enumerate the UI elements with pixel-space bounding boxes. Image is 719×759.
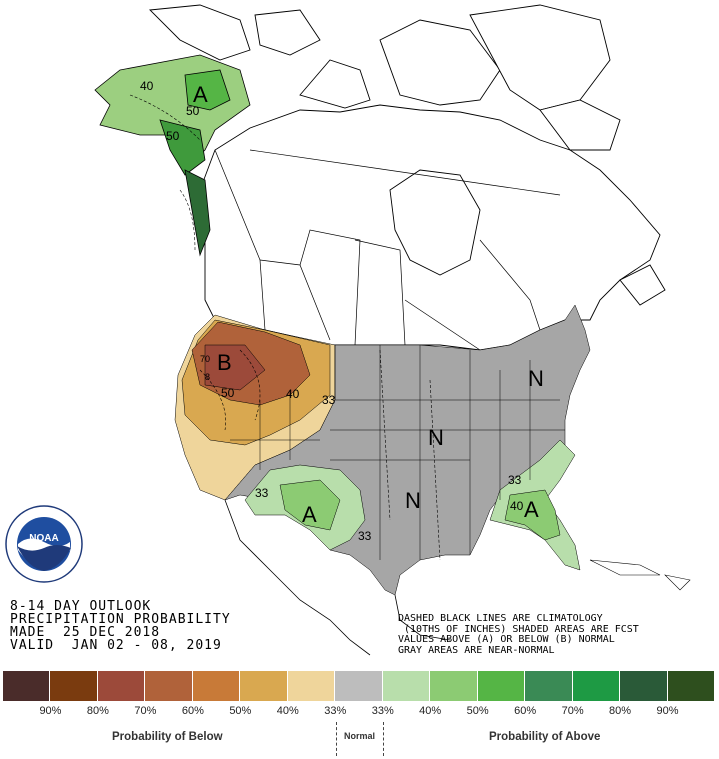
note-line-3: VALUES ABOVE (A) OR BELOW (B) NORMAL (398, 634, 615, 645)
legend-tick-5: 40% (276, 705, 299, 717)
label-alaska-A: A (193, 82, 208, 107)
legend-tick-3: 60% (181, 705, 204, 717)
legend-swatch-5 (240, 671, 288, 701)
title-line-4: VALID JAN 02 - 08, 2019 (10, 638, 222, 653)
noaa-logo: NOAA (5, 505, 83, 583)
legend-separator-right (383, 722, 384, 756)
legend-color-bar (3, 671, 716, 701)
legend-swatch-14 (667, 671, 716, 701)
legend-ticks: 90% 80% 70% 60% 50% 40% 33% 33% 40% 50% 60% 70% 80% 9… (3, 705, 715, 721)
legend-swatch-0 (3, 671, 51, 701)
title-line-1: 8-14 DAY OUTLOOK (10, 599, 152, 614)
label-ne-N: N (528, 366, 544, 391)
label-sw-33a: 33 (255, 486, 269, 500)
legend-swatch-9 (430, 671, 478, 701)
label-west-50: 50 (221, 386, 235, 400)
label-west-33a: 33 (322, 393, 336, 407)
label-alaska-50a: 50 (186, 104, 200, 118)
legend-tick-13: 90% (656, 705, 679, 717)
legend-tick-11: 70% (561, 705, 584, 717)
label-west-B: B (217, 350, 232, 375)
label-central-N2: N (405, 488, 421, 513)
map-labels: A 40 50 50 B 50 40 33 70 8 A 33 33 N N N… (140, 79, 544, 543)
label-se-40: 40 (510, 499, 524, 513)
legend-tick-1: 80% (86, 705, 109, 717)
legend-swatch-8 (382, 671, 431, 701)
land-outline (149, 4, 666, 351)
legend-swatch-12 (572, 671, 621, 701)
label-sw-33b: 33 (358, 529, 372, 543)
noaa-logo-text: NOAA (29, 533, 58, 544)
label-nw-8: 8 (205, 372, 210, 382)
note-line-1: DASHED BLACK LINES ARE CLIMATOLOGY (398, 613, 603, 624)
legend-tick-7: 33% (371, 705, 394, 717)
legend-tick-8: 40% (419, 705, 442, 717)
province-lines (214, 149, 561, 351)
legend-tick-10: 60% (514, 705, 537, 717)
label-se-33: 33 (508, 473, 522, 487)
mexico-outline (224, 499, 451, 656)
note-line-2: (10THS OF INCHES) SHADED AREAS ARE FCST (398, 623, 639, 635)
legend-swatch-13 (620, 671, 668, 701)
above-normal-southeast (489, 439, 581, 571)
legend-tick-4: 50% (229, 705, 252, 717)
label-central-N1: N (428, 425, 444, 450)
above-normal-southwest (244, 464, 366, 551)
outlook-map: A 40 50 50 B 50 40 33 70 8 A 33 33 N N N… (94, 4, 691, 656)
title-line-3: MADE 25 DEC 2018 (10, 625, 161, 640)
legend-swatch-10 (477, 671, 526, 701)
legend-swatch-11 (525, 671, 573, 701)
label-alaska-40: 40 (140, 79, 154, 93)
legend-tick-9: 50% (466, 705, 489, 717)
legend-swatch-6 (287, 671, 336, 701)
legend-tick-12: 80% (609, 705, 632, 717)
label-west-40: 40 (286, 387, 300, 401)
legend-swatch-3 (145, 671, 193, 701)
state-lines (230, 345, 565, 560)
note-line-4: GRAY AREAS ARE NEAR-NORMAL (398, 644, 555, 656)
title-line-2: PRECIPITATION PROBABILITY (10, 612, 231, 627)
legend-tick-2: 70% (134, 705, 157, 717)
legend-swatch-1 (50, 671, 98, 701)
label-alaska-50b: 50 (166, 129, 180, 143)
legend-separator-left (336, 722, 337, 756)
legend-normal-caption: Normal (344, 731, 376, 741)
legend-swatch-7 (335, 671, 383, 701)
legend-above-caption: Probability of Above (489, 731, 601, 743)
caribbean (589, 559, 691, 591)
label-nw-70: 70 (200, 354, 210, 364)
legend-swatch-2 (97, 671, 146, 701)
legend-swatch-4 (192, 671, 241, 701)
legend-tick-6: 33% (324, 705, 347, 717)
label-sw-A: A (302, 502, 317, 527)
climatology-lines (129, 94, 441, 561)
outlook-title: 8-14 DAY OUTLOOK PRECIPITATION PROBABILI… (10, 600, 231, 652)
map-note: DASHED BLACK LINES ARE CLIMATOLOGY (10TH… (398, 613, 639, 656)
legend-tick-0: 90% (39, 705, 62, 717)
label-se-A: A (524, 497, 539, 522)
legend-below-caption: Probability of Below (112, 731, 223, 743)
